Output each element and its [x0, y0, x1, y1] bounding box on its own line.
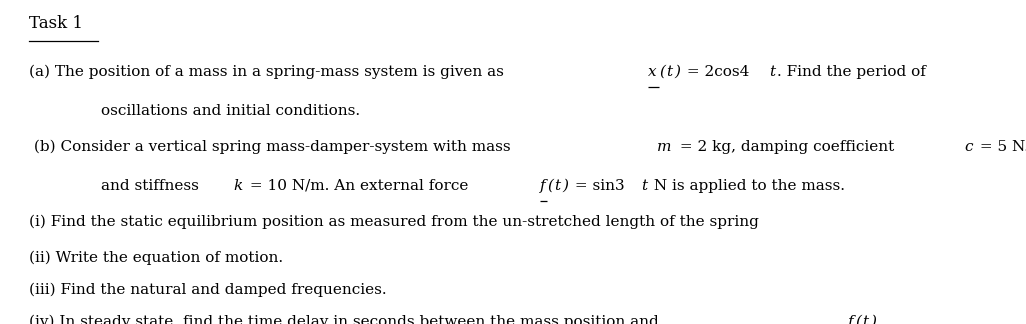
Text: t: t	[770, 65, 776, 79]
Text: m: m	[657, 140, 671, 154]
Text: ).: ).	[870, 315, 881, 324]
Text: t: t	[667, 65, 673, 79]
Text: (a) The position of a mass in a spring-mass system is given as: (a) The position of a mass in a spring-m…	[29, 65, 509, 79]
Text: ): )	[562, 179, 568, 193]
Text: = 10 N/m. An external force: = 10 N/m. An external force	[245, 179, 473, 193]
Text: = 2cos4: = 2cos4	[682, 65, 750, 79]
Text: t: t	[863, 315, 869, 324]
Text: = 5 N.s/m: = 5 N.s/m	[976, 140, 1026, 154]
Text: (: (	[659, 65, 665, 79]
Text: N is applied to the mass.: N is applied to the mass.	[648, 179, 844, 193]
Text: Task 1: Task 1	[29, 15, 83, 31]
Text: (i) Find the static equilibrium position as measured from the un-stretched lengt: (i) Find the static equilibrium position…	[29, 214, 758, 229]
Text: t: t	[555, 179, 560, 193]
Text: (ii) Write the equation of motion.: (ii) Write the equation of motion.	[29, 250, 283, 264]
Text: f: f	[540, 179, 545, 193]
Text: k: k	[233, 179, 242, 193]
Text: and stiffness: and stiffness	[101, 179, 203, 193]
Text: = sin3: = sin3	[570, 179, 625, 193]
Text: (: (	[547, 179, 553, 193]
Text: t: t	[640, 179, 646, 193]
Text: (iv) In steady state, find the time delay in seconds between the mass position a: (iv) In steady state, find the time dela…	[29, 315, 664, 324]
Text: x: x	[647, 65, 657, 79]
Text: f: f	[847, 315, 854, 324]
Text: (b) Consider a vertical spring mass-damper-system with mass: (b) Consider a vertical spring mass-damp…	[29, 140, 515, 154]
Text: (: (	[855, 315, 861, 324]
Text: oscillations and initial conditions.: oscillations and initial conditions.	[101, 104, 360, 118]
Text: . Find the period of: . Find the period of	[777, 65, 926, 79]
Text: (iii) Find the natural and damped frequencies.: (iii) Find the natural and damped freque…	[29, 283, 387, 297]
Text: ): )	[674, 65, 680, 79]
Text: = 2 kg, damping coefficient: = 2 kg, damping coefficient	[675, 140, 900, 154]
Text: c: c	[964, 140, 973, 154]
